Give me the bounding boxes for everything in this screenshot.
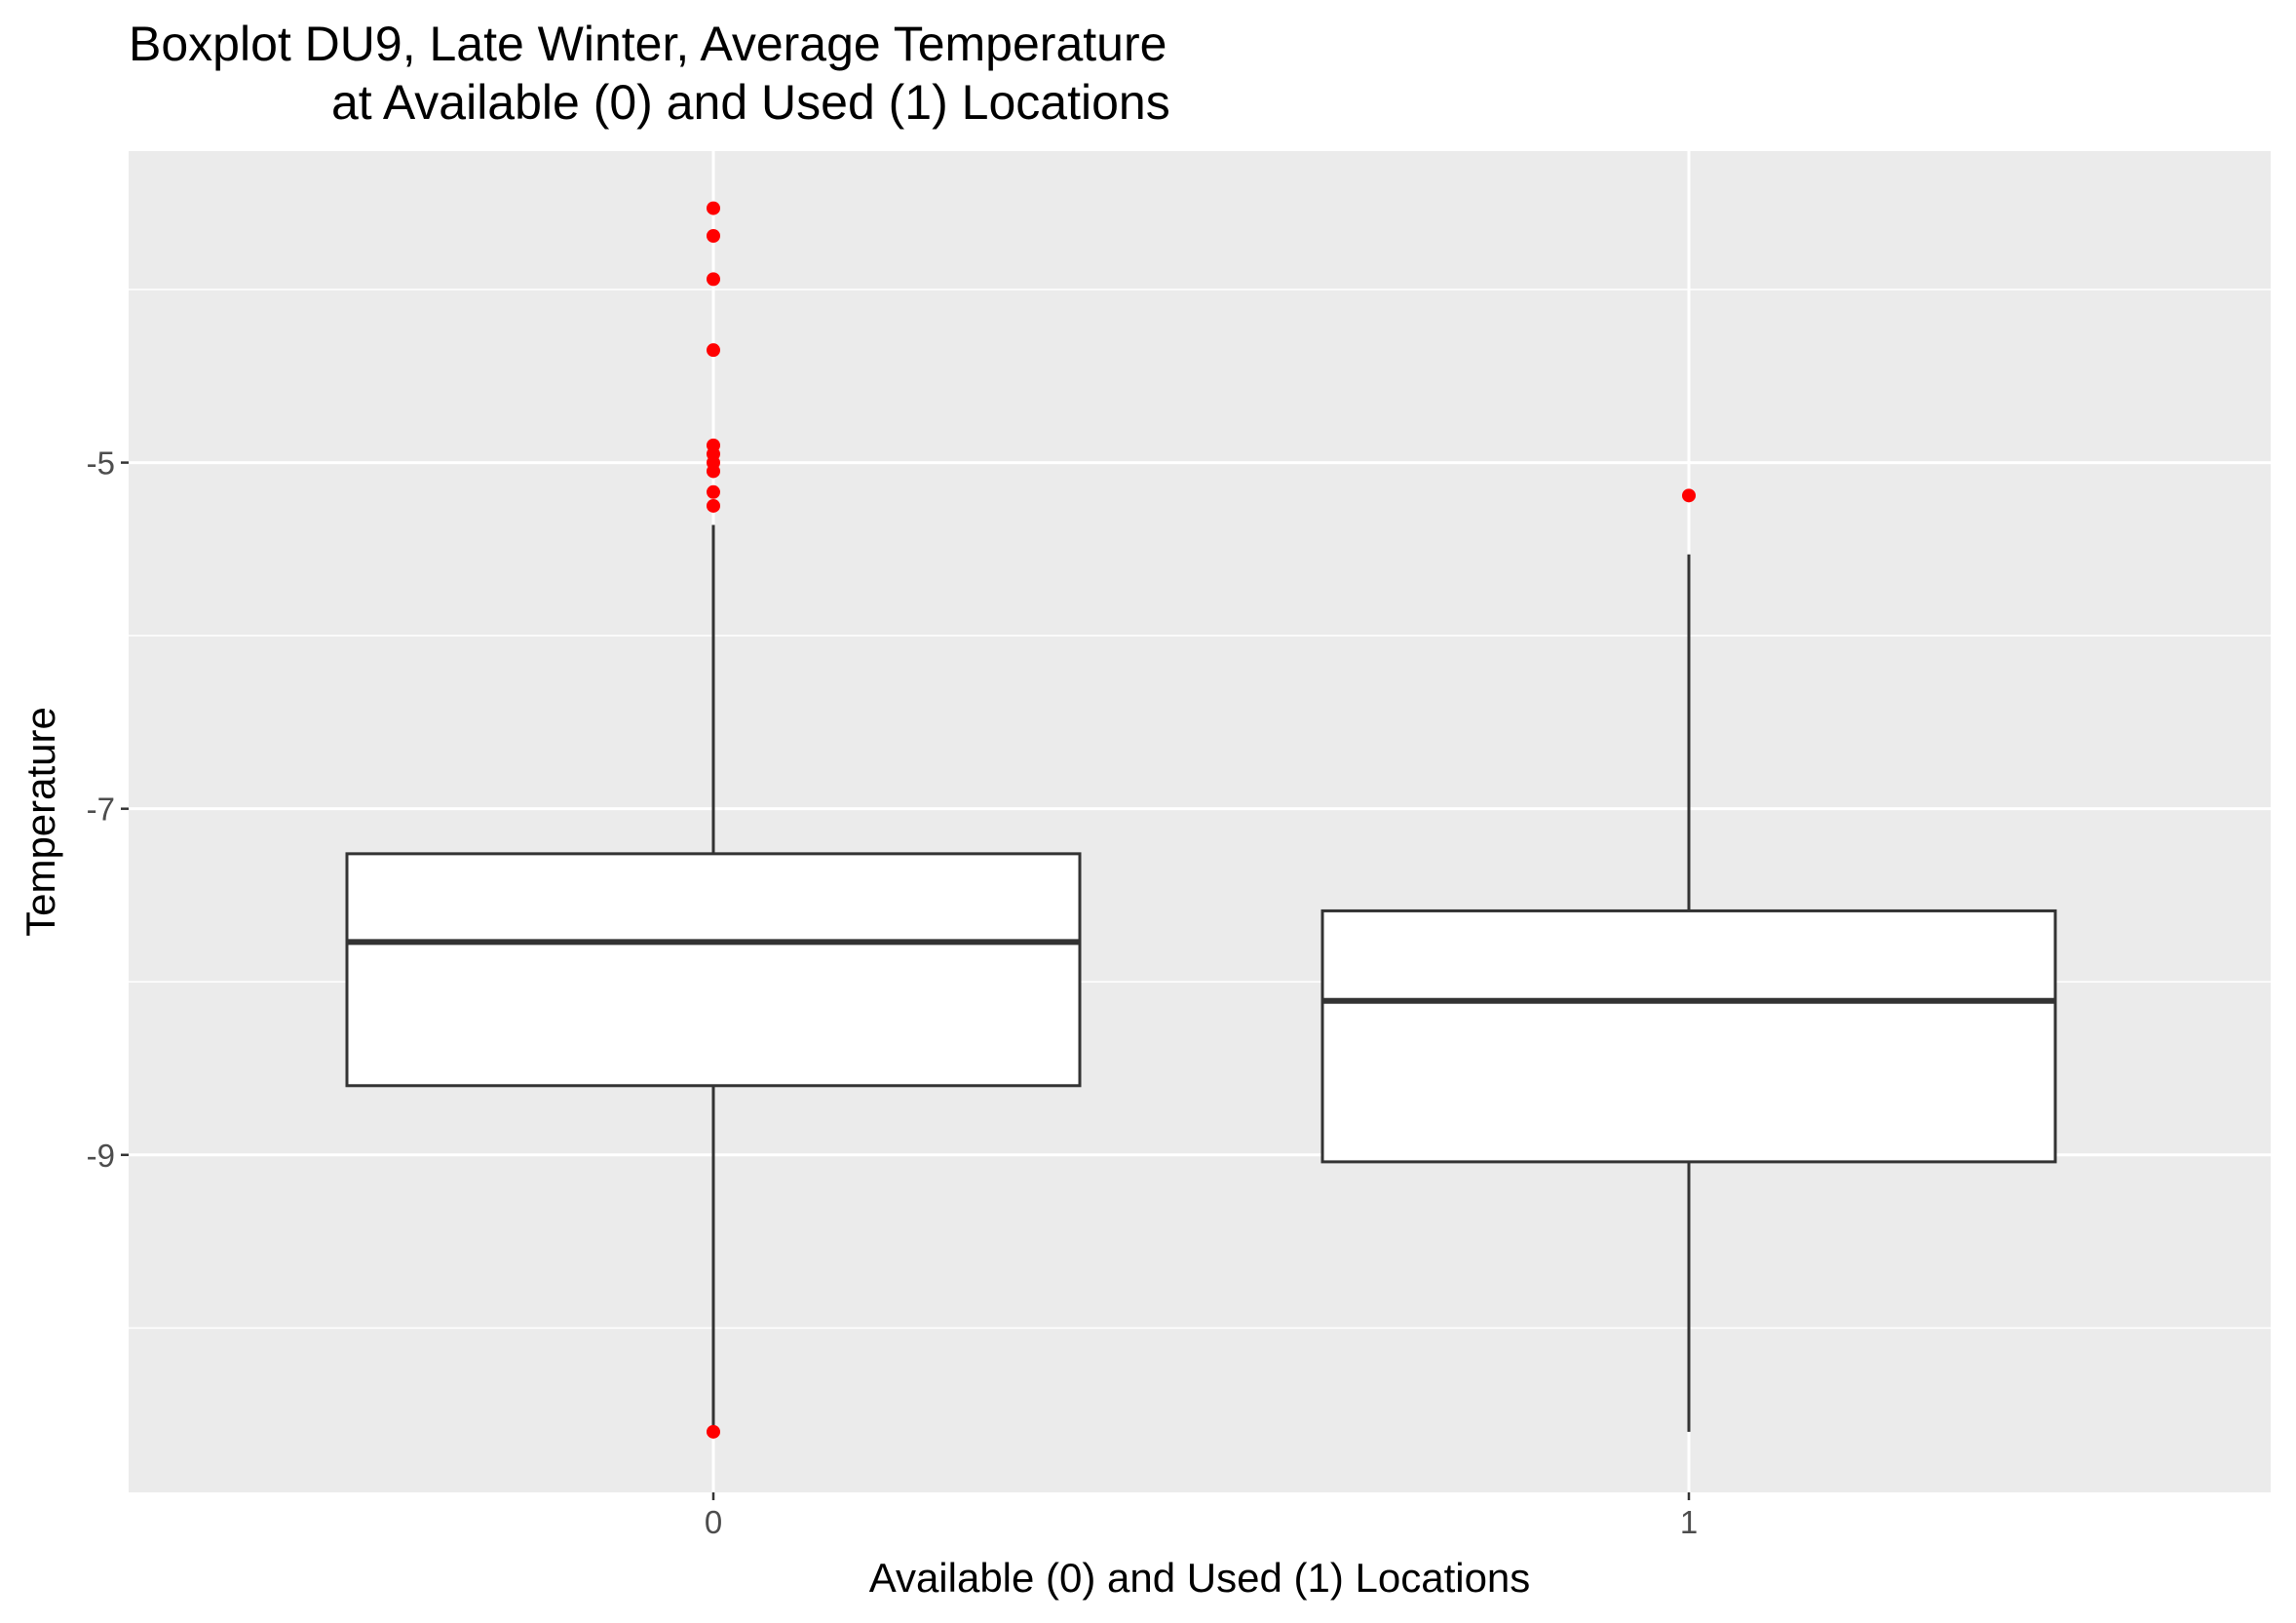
x-tick-label: 0 xyxy=(705,1504,722,1540)
chart-subtitle: at Available (0) and Used (1) Locations xyxy=(331,75,1170,130)
outlier-point xyxy=(1682,488,1696,503)
plot-panel xyxy=(129,151,2271,1492)
y-axis-title: Temperature xyxy=(18,707,63,937)
outlier-point xyxy=(707,228,720,243)
chart-title: Boxplot DU9, Late Winter, Average Temper… xyxy=(129,17,1167,71)
box-group-0 xyxy=(345,524,1082,1432)
x-tick-label: 1 xyxy=(1680,1504,1698,1540)
y-tick-label: -9 xyxy=(87,1138,115,1174)
outlier-point xyxy=(707,1424,720,1439)
x-axis-title: Available (0) and Used (1) Locations xyxy=(869,1555,1531,1601)
boxes-layer xyxy=(345,524,2057,1432)
box-group-1 xyxy=(1320,554,2057,1432)
outlier-point xyxy=(707,272,720,287)
box-iqr xyxy=(345,852,1082,1088)
outlier-point xyxy=(707,464,720,479)
outlier-point xyxy=(707,484,720,499)
outlier-point xyxy=(707,343,720,358)
outlier-point xyxy=(707,201,720,215)
box-iqr xyxy=(1320,908,2057,1164)
outliers-layer xyxy=(707,201,1696,1439)
axis-ticks: -9 -7 -5 0 1 xyxy=(87,445,1699,1540)
y-tick-label: -5 xyxy=(87,445,115,482)
y-tick-label: -7 xyxy=(87,792,115,828)
outlier-point xyxy=(707,498,720,513)
